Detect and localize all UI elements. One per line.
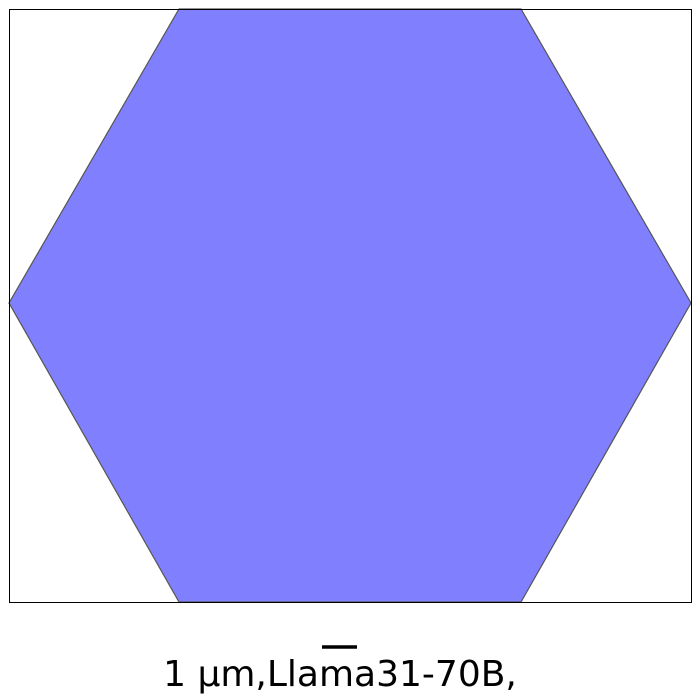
figure-caption: 1 μm,Llama31-70B, <box>163 654 517 695</box>
plot-frame <box>9 9 692 603</box>
